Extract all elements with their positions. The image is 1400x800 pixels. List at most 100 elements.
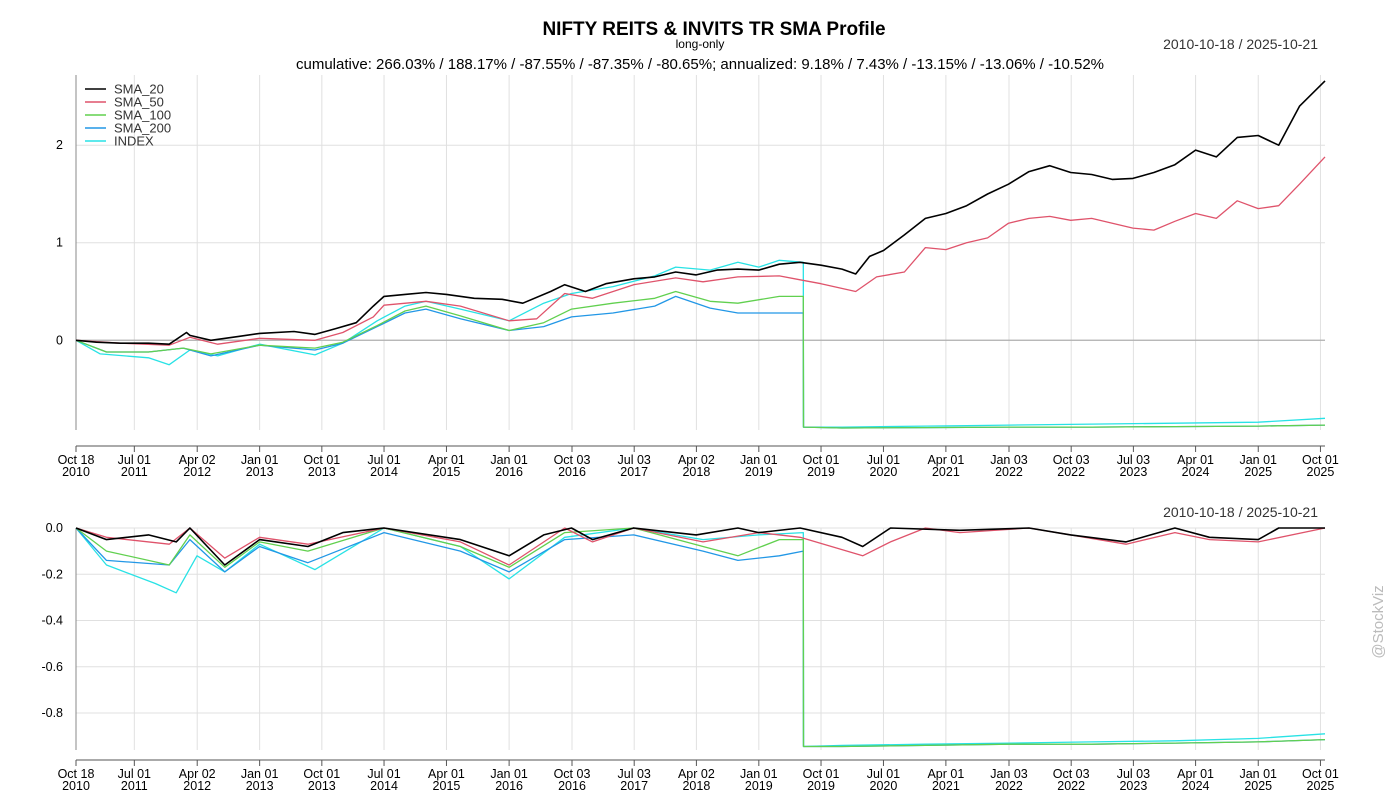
x-tick-year-label: 2024 [1182,779,1210,793]
x-tick-label: Jul 01 [118,767,151,781]
x-tick-label: Oct 01 [303,767,340,781]
x-tick-label: Oct 03 [1053,453,1090,467]
x-tick-label: Apr 02 [678,453,715,467]
x-tick-label: Jan 01 [490,453,528,467]
x-tick-label: Jan 03 [990,453,1028,467]
y-tick-label: 2 [56,138,63,152]
y-tick-label: 1 [56,236,63,250]
x-tick-year-label: 2022 [995,465,1023,479]
x-tick-year-label: 2015 [433,465,461,479]
x-tick-label: Jul 01 [867,767,900,781]
x-tick-year-label: 2023 [1119,465,1147,479]
x-tick-label: Jul 03 [1117,453,1150,467]
x-tick-year-label: 2019 [807,779,835,793]
x-tick-year-label: 2013 [246,779,274,793]
x-tick-year-label: 2022 [1057,465,1085,479]
x-tick-label: Apr 01 [428,767,465,781]
x-tick-year-label: 2012 [183,465,211,479]
x-tick-year-label: 2016 [495,465,523,479]
x-tick-label: Apr 01 [1177,453,1214,467]
x-tick-label: Oct 03 [554,453,591,467]
x-tick-label: Jan 01 [241,453,279,467]
chart-subtitle: long-only [676,37,725,51]
x-tick-label: Apr 02 [678,767,715,781]
y-tick-label: -0.4 [41,614,63,628]
x-tick-label: Apr 01 [927,767,964,781]
x-tick-year-label: 2017 [620,465,648,479]
x-tick-year-label: 2013 [308,779,336,793]
legend-label: INDEX [114,134,154,149]
series-line-sma-200 [75,295,1326,429]
x-tick-year-label: 2016 [558,465,586,479]
series-line-sma-50 [75,156,1326,346]
series-line-sma-20 [75,527,1325,566]
x-tick-year-label: 2022 [1057,779,1085,793]
x-tick-year-label: 2014 [370,465,398,479]
x-tick-label: Oct 01 [803,767,840,781]
y-tick-label: -0.8 [41,706,63,720]
y-tick-label: -0.2 [41,567,63,581]
x-tick-label: Apr 01 [1177,767,1214,781]
x-tick-label: Apr 01 [927,453,964,467]
x-tick-year-label: 2012 [183,779,211,793]
x-tick-year-label: 2021 [932,465,960,479]
y-tick-label: 0.0 [46,521,63,535]
series-line-sma-50 [75,527,1326,566]
x-tick-year-label: 2025 [1244,465,1272,479]
chart-title: NIFTY REITS & INVITS TR SMA Profile [542,19,885,40]
series-line-sma-100 [75,527,1326,748]
x-tick-label: Oct 03 [554,767,591,781]
watermark: @StockViz [1370,585,1387,658]
x-tick-label: Apr 01 [428,453,465,467]
x-tick-label: Jan 01 [1239,767,1277,781]
x-tick-year-label: 2020 [870,779,898,793]
x-tick-year-label: 2015 [433,779,461,793]
x-tick-year-label: 2019 [745,465,773,479]
x-tick-label: Apr 02 [179,453,216,467]
legend-label: SMA_20 [114,82,164,97]
x-tick-year-label: 2013 [308,465,336,479]
x-tick-label: Oct 01 [803,453,840,467]
x-tick-year-label: 2022 [995,779,1023,793]
x-tick-label: Jul 01 [367,453,400,467]
bottom-date-range: 2010-10-18 / 2025-10-21 [1163,504,1318,520]
x-tick-year-label: 2014 [370,779,398,793]
y-tick-label: -0.6 [41,660,63,674]
x-tick-label: Jul 03 [618,453,651,467]
x-tick-label: Jul 01 [867,453,900,467]
x-tick-year-label: 2019 [745,779,773,793]
x-tick-label: Oct 01 [1302,767,1339,781]
x-tick-label: Apr 02 [179,767,216,781]
x-tick-label: Jan 01 [241,767,279,781]
x-tick-label: Jul 01 [367,767,400,781]
series-line-sma-200 [75,527,1326,748]
x-tick-label: Oct 01 [1302,453,1339,467]
x-tick-year-label: 2011 [121,779,148,793]
x-tick-year-label: 2016 [558,779,586,793]
x-tick-year-label: 2013 [246,465,274,479]
x-tick-year-label: 2023 [1119,779,1147,793]
y-tick-label: 0 [56,333,63,347]
x-tick-label: Oct 18 [58,453,95,467]
top-date-range: 2010-10-18 / 2025-10-21 [1163,36,1318,52]
x-tick-year-label: 2025 [1244,779,1272,793]
x-tick-label: Jul 01 [118,453,151,467]
x-tick-year-label: 2018 [682,465,710,479]
x-tick-year-label: 2024 [1182,465,1210,479]
x-tick-year-label: 2025 [1307,465,1335,479]
legend-label: SMA_200 [114,121,171,136]
series-line-sma-100 [75,290,1326,429]
x-tick-label: Jul 03 [618,767,651,781]
x-tick-year-label: 2025 [1307,779,1335,793]
series-line-sma-20 [75,80,1326,345]
x-tick-label: Jan 01 [490,767,528,781]
x-tick-label: Oct 18 [58,767,95,781]
x-tick-year-label: 2020 [870,465,898,479]
chart-summary: cumulative: 266.03% / 188.17% / -87.55% … [296,56,1104,73]
x-tick-year-label: 2017 [620,779,648,793]
